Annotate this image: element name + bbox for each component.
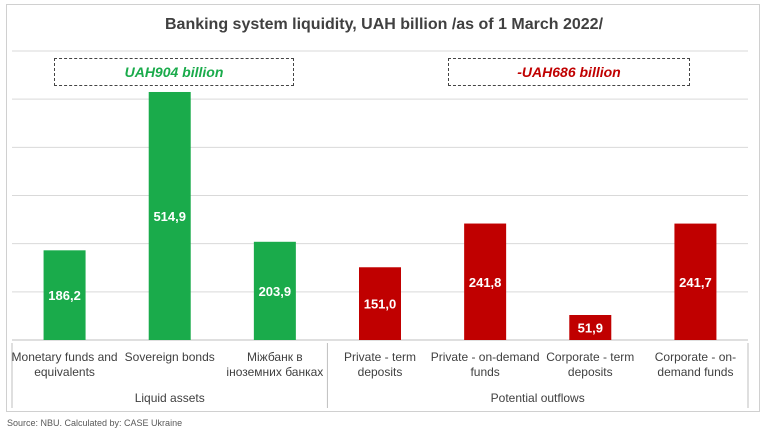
bar-value-label: 186,2	[48, 288, 81, 303]
category-label: Monetary funds and	[12, 350, 118, 364]
chart-frame	[6, 4, 760, 412]
bar-value-label: 241,7	[679, 275, 712, 290]
category-label: Corporate - term	[546, 350, 634, 364]
source-note: Source: NBU. Calculated by: CASE Ukraine	[7, 418, 183, 428]
category-label: equivalents	[34, 365, 95, 379]
category-label: Corporate - on-	[655, 350, 736, 364]
category-label: Private - on-demand	[431, 350, 540, 364]
bar-value-label: 514,9	[153, 209, 186, 224]
bar	[253, 241, 296, 340]
category-label: deposits	[568, 365, 613, 379]
bar	[43, 250, 86, 340]
bar-value-label: 151,0	[364, 297, 397, 312]
bar	[359, 267, 401, 340]
bar-value-label: 51,9	[578, 321, 603, 336]
category-label: Міжбанк в	[247, 350, 303, 364]
bar-value-label: 203,9	[259, 284, 292, 299]
liquid-assets-total: UAH904 billion	[54, 58, 294, 86]
category-label: Private - term	[344, 350, 416, 364]
category-label: Sovereign bonds	[125, 350, 215, 364]
bar	[148, 91, 191, 340]
category-label: іноземних банках	[226, 365, 323, 379]
bar	[569, 315, 612, 340]
bar-value-label: 241,8	[469, 275, 502, 290]
potential-outflows-total: -UAH686 billion	[448, 58, 690, 86]
category-label: funds	[470, 365, 499, 379]
group-label: Liquid assets	[135, 391, 205, 405]
category-label: demand funds	[657, 365, 733, 379]
category-label: deposits	[358, 365, 403, 379]
chart-title: Banking system liquidity, UAH billion /a…	[164, 16, 604, 33]
bar	[464, 223, 507, 340]
group-label: Potential outflows	[491, 391, 585, 405]
bar	[674, 223, 717, 340]
